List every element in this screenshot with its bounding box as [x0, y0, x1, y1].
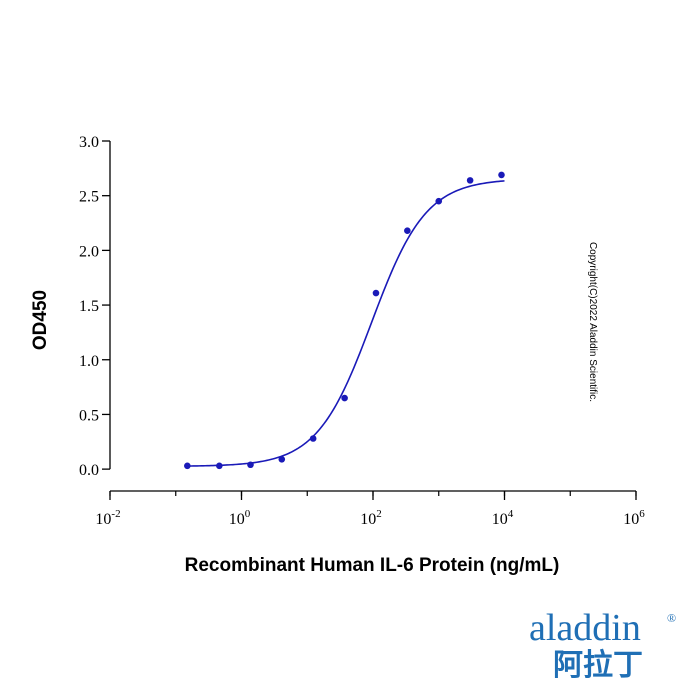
y-axis: 0.0 0.5 1.0 1.5 2.0 2.5 3.0	[79, 134, 111, 479]
x-axis: 10-2 100 102 104 106	[95, 490, 645, 528]
y-tick-label: 1.0	[79, 353, 99, 370]
logo-brand-text: aladdin	[529, 607, 641, 649]
data-point	[404, 227, 411, 234]
data-point	[309, 435, 317, 442]
data-point	[372, 289, 380, 297]
data-points	[184, 171, 505, 470]
copyright-notice: Copyright(C)2022 Aladdin Scientific.	[587, 242, 598, 402]
y-tick-label: 0.5	[79, 407, 99, 424]
y-tick-label: 3.0	[79, 134, 99, 151]
y-tick-label: 2.0	[79, 243, 99, 260]
x-tick-label: 100	[229, 508, 251, 528]
data-point	[466, 177, 474, 184]
data-point	[184, 462, 191, 470]
x-tick-label: 10-2	[95, 508, 120, 528]
x-tick-label: 104	[492, 508, 514, 528]
x-axis-title: Recombinant Human IL-6 Protein (ng/mL)	[185, 555, 560, 576]
y-axis-title: OD450	[30, 290, 51, 350]
fit-curve-layer	[187, 180, 505, 467]
x-tick-label: 102	[360, 508, 382, 528]
y-tick-label: 1.5	[79, 298, 99, 315]
logo-registered-mark: ®	[667, 611, 676, 625]
y-tick-label: 0.0	[79, 462, 99, 479]
aladdin-logo: aladdin ® 阿拉丁	[529, 607, 676, 683]
data-point	[435, 197, 443, 205]
logo-chinese-text: 阿拉丁	[553, 648, 643, 683]
data-point	[216, 462, 223, 470]
data-point	[278, 455, 286, 463]
x-tick-label: 106	[623, 508, 645, 528]
data-point	[498, 171, 505, 179]
data-point	[341, 394, 348, 402]
y-tick-label: 2.5	[79, 189, 99, 206]
data-point	[247, 461, 254, 469]
fit-curve	[187, 180, 505, 467]
